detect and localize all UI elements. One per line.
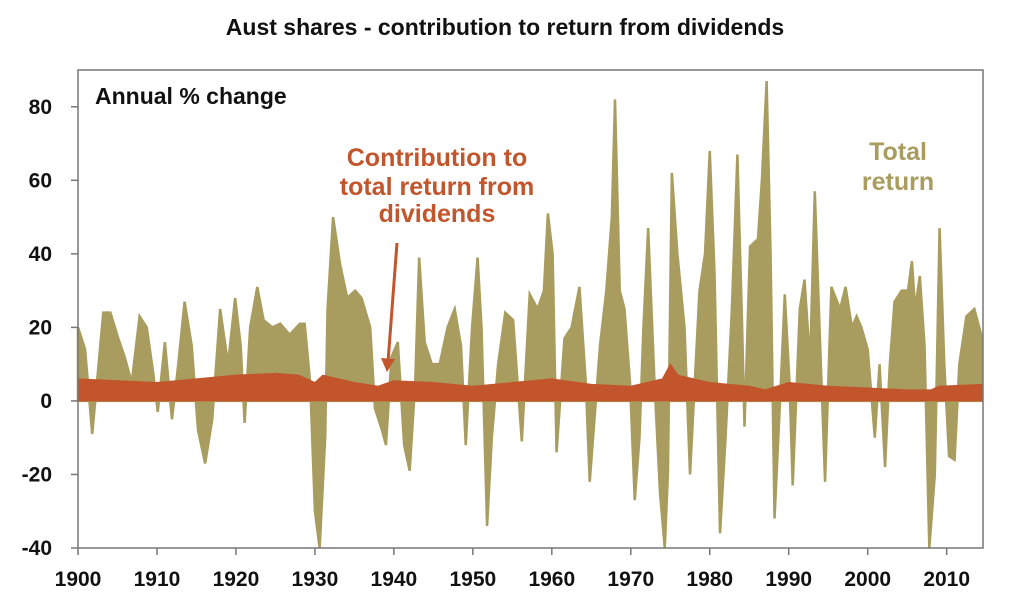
x-tick-label: 1980 [686,568,733,591]
annotation-arrow-head [381,358,395,372]
x-tick-label: 1990 [765,568,812,591]
x-tick-label: 1930 [292,568,339,591]
y-tick-label: -40 [22,537,52,560]
total-return-label-line-1: Total [869,138,927,166]
y-axis-label: Annual % change [95,83,287,109]
x-tick-label: 2000 [844,568,891,591]
dividends-label-line-1: Contribution to [347,144,528,172]
total-return-area [76,80,984,549]
annotation-arrow-line [386,242,399,363]
chart-title: Aust shares - contribution to return fro… [226,14,784,40]
y-tick-label: 40 [29,243,52,266]
dividends-label-line-3: dividends [379,200,496,228]
y-tick-label: 60 [29,169,52,192]
axes: -40 -20 0 20 40 60 80 1900 1910 1920 1930 1940 1950 1… [22,96,970,591]
x-tick-label: 1950 [449,568,496,591]
dividend-contribution-area [77,363,983,402]
x-tick-label: 2010 [923,568,970,591]
y-tick-label: 0 [40,390,52,413]
y-tick-label: 20 [29,316,52,339]
dividends-label-line-2: total return from [340,173,534,201]
x-tick-label: 1910 [134,568,181,591]
plot-area [76,80,984,549]
x-tick-label: 1900 [55,568,102,591]
x-tick-label: 1970 [607,568,654,591]
y-tick-label: 80 [29,96,52,119]
x-tick-label: 1940 [371,568,418,591]
total-return-label-line-2: return [862,168,934,196]
y-tick-label: -20 [22,463,52,486]
x-tick-label: 1920 [213,568,260,591]
dividends-annotation: Contribution to total return from divide… [340,144,534,372]
x-tick-label: 1960 [528,568,575,591]
plot-frame [77,69,984,549]
